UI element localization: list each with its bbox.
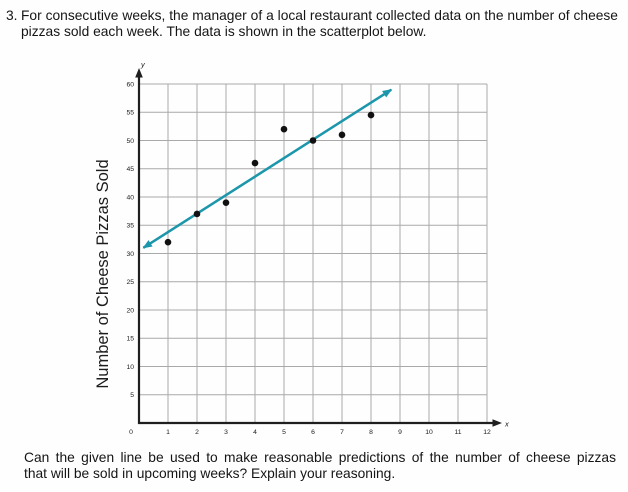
question-text: For consecutive weeks, the manager of a … — [21, 8, 618, 40]
y-tick-label: 25 — [126, 279, 134, 286]
y-tick-label: 55 — [126, 110, 134, 117]
data-point — [367, 111, 375, 119]
y-tick-label: 10 — [126, 364, 134, 371]
data-point — [164, 238, 172, 246]
followup-line-1: Can the given line be used to make reaso… — [24, 450, 616, 465]
y-axis-symbol: y — [140, 60, 146, 69]
data-point — [309, 137, 317, 144]
y-tick-label: 35 — [126, 223, 134, 230]
y-axis-title: Number of Cheese Pizzas Sold — [94, 159, 112, 388]
data-point — [280, 125, 288, 133]
trend-line-arrow-start — [142, 240, 153, 249]
data-point — [222, 199, 230, 206]
x-tick-label: 8 — [369, 429, 373, 436]
y-tick-label: 45 — [126, 166, 134, 173]
x-tick-label: 1 — [166, 429, 170, 436]
x-tick-label: 5 — [282, 429, 286, 436]
origin-tick-label: 0 — [129, 429, 133, 436]
x-tick-label: 4 — [253, 429, 257, 436]
x-tick-label: 2 — [195, 429, 199, 436]
question-block: 3. For consecutive weeks, the manager of… — [6, 8, 618, 40]
x-tick-label: 7 — [340, 429, 344, 436]
data-point — [338, 131, 346, 139]
followup-line-2: that will be sold in upcoming weeks? Exp… — [24, 466, 396, 481]
y-tick-label: 15 — [126, 336, 134, 343]
data-point — [193, 210, 201, 218]
y-tick-label: 20 — [126, 307, 134, 314]
question-number: 3. — [6, 8, 18, 23]
x-tick-label: 3 — [224, 429, 228, 436]
y-tick-label: 30 — [126, 251, 134, 258]
trend-line — [142, 88, 392, 249]
x-axis-arrow — [492, 419, 502, 427]
data-point — [251, 159, 259, 167]
y-tick-label: 60 — [126, 81, 134, 88]
x-tick-label: 10 — [425, 429, 433, 436]
y-tick-label: 50 — [126, 138, 134, 145]
x-tick-label: 12 — [483, 429, 491, 436]
trend-line-arrow-end — [382, 89, 393, 98]
question-line-1: For consecutive weeks, the manager of a … — [21, 8, 618, 23]
x-tick-label: 9 — [398, 429, 402, 436]
y-tick-label: 40 — [126, 194, 134, 201]
x-tick-label: 6 — [311, 429, 315, 436]
question-line-2: pizzas sold each week. The data is shown… — [21, 24, 427, 39]
y-tick-label: 5 — [130, 392, 134, 399]
x-tick-label: 11 — [454, 429, 461, 436]
x-axis-symbol: x — [504, 420, 509, 429]
y-axis-arrow — [135, 68, 143, 78]
followup-question: Can the given line be used to make reaso… — [24, 450, 616, 482]
